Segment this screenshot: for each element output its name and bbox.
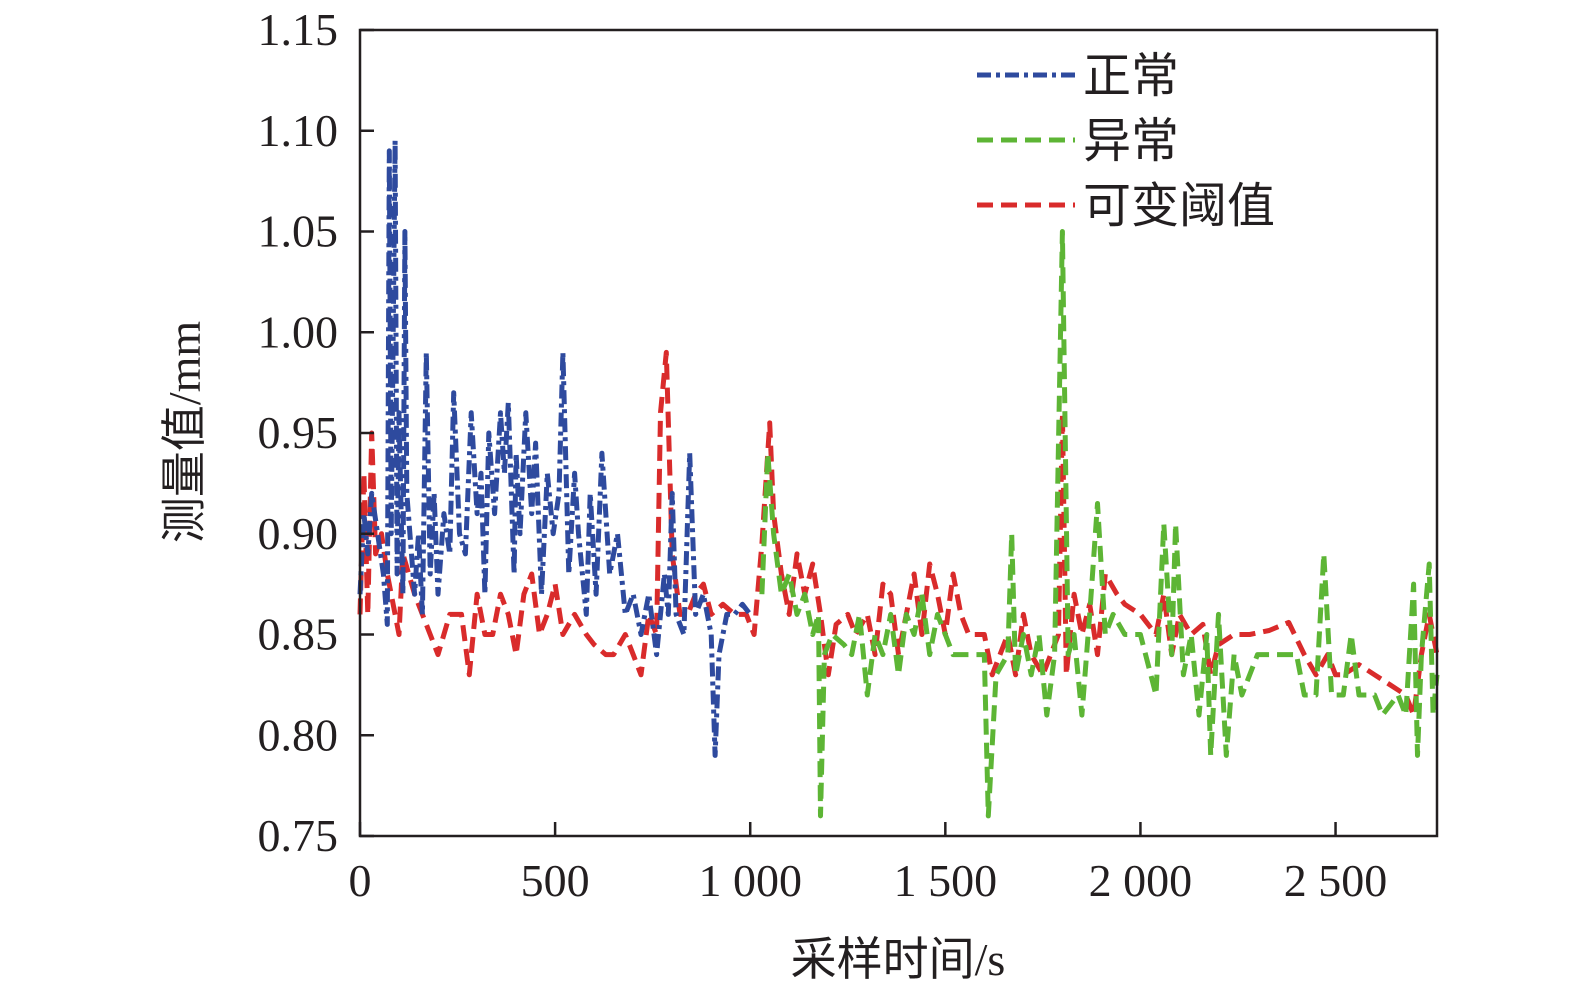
legend-label-2: 可变阈值 xyxy=(1083,180,1275,233)
y-tick-label: 0.95 xyxy=(258,407,339,458)
y-tick-label: 0.75 xyxy=(258,810,339,861)
y-tick-label: 1.00 xyxy=(258,306,339,357)
x-tick-label: 1 000 xyxy=(698,855,802,906)
series-layer xyxy=(357,138,1440,819)
legend-label-1: 异常 xyxy=(1083,115,1179,168)
x-tick-label: 2 000 xyxy=(1089,855,1193,906)
y-tick-label: 1.10 xyxy=(258,105,339,156)
x-tick-label: 2 500 xyxy=(1284,855,1388,906)
x-axis-label: 采样时间/s xyxy=(791,934,1006,985)
y-axis-label: 测量值/mm xyxy=(159,321,210,544)
ticks-layer: 0 500 1 000 1 500 2 000 2 500 0.75 0.80 0.85 0.90… xyxy=(258,4,1388,906)
series-line-1 xyxy=(759,229,1440,819)
x-tick-label: 0 xyxy=(349,855,372,906)
x-tick-label: 1 500 xyxy=(894,855,998,906)
x-tick-label: 500 xyxy=(521,855,590,906)
series-line-0 xyxy=(357,138,753,758)
plot-frame xyxy=(358,28,1439,838)
y-tick-label: 0.80 xyxy=(258,709,339,760)
legend-label-0: 正常 xyxy=(1083,50,1179,103)
y-tick-label: 0.90 xyxy=(258,508,339,559)
y-tick-label: 0.85 xyxy=(258,609,339,660)
y-tick-label: 1.15 xyxy=(258,4,339,55)
y-tick-label: 1.05 xyxy=(258,206,339,257)
series-line-2 xyxy=(357,349,1440,718)
